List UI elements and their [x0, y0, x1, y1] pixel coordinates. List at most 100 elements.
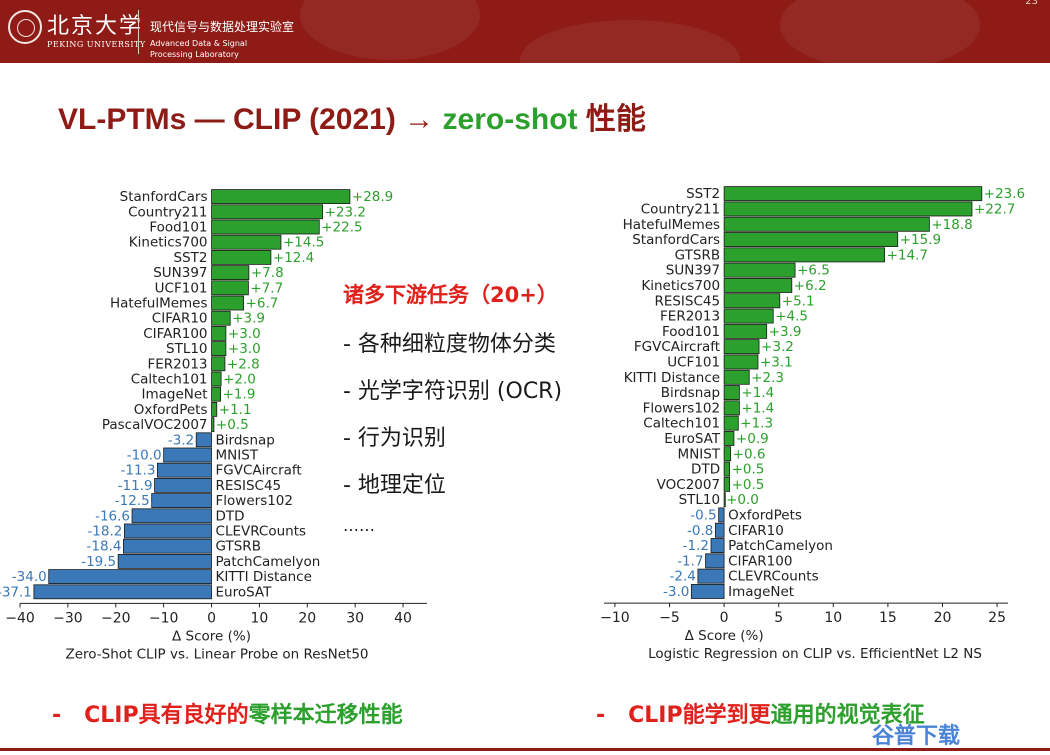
x-axis-label-0: Δ Score (%) — [172, 628, 251, 644]
bar-0-10 — [211, 341, 227, 357]
category-label-0-2: Food101 — [149, 220, 207, 236]
bar-0-17 — [163, 447, 212, 463]
value-label-1-13: +1.4 — [741, 385, 774, 401]
category-label-0-17: MNIST — [216, 448, 259, 464]
bar-1-18 — [723, 461, 730, 477]
bar-1-1 — [723, 201, 973, 217]
value-label-0-12: +2.0 — [223, 372, 256, 388]
bar-0-26 — [33, 584, 212, 600]
bar-1-23 — [710, 538, 725, 554]
value-label-0-9: +3.0 — [228, 326, 261, 342]
value-label-1-19: +0.5 — [732, 477, 765, 493]
title-part-3: 性能 — [577, 103, 646, 136]
value-label-0-25: -34.0 — [12, 569, 47, 585]
slide-header: 北京大学 PEKING UNIVERSITY 现代信号与数据处理实验室 Adva… — [0, 0, 1050, 63]
title-part-1: VL-PTMs — CLIP (2021) → — [58, 103, 443, 136]
bar-0-8 — [211, 310, 231, 326]
value-label-0-21: -16.6 — [95, 508, 130, 524]
bar-0-9 — [211, 325, 227, 341]
x-tick-label-1-1: −5 — [659, 610, 680, 626]
category-label-0-1: Country211 — [128, 204, 207, 220]
x-tick-label-0-1: −30 — [53, 610, 83, 626]
bar-0-2 — [211, 219, 320, 235]
value-label-0-8: +3.9 — [232, 311, 265, 327]
conclusion-left: - CLIP具有良好的零样本迁移性能 — [52, 697, 403, 729]
value-label-1-16: +0.9 — [736, 431, 769, 447]
category-label-0-26: EuroSAT — [216, 584, 273, 600]
category-label-1-21: OxfordPets — [728, 507, 802, 523]
footer-rule — [0, 748, 1050, 751]
category-label-0-8: CIFAR10 — [152, 311, 208, 327]
value-label-1-1: +22.7 — [974, 201, 1015, 217]
category-label-1-11: UCF101 — [667, 354, 720, 370]
x-tick-label-0-3: −10 — [149, 610, 179, 626]
x-tick-label-1-7: 25 — [988, 610, 1006, 626]
category-label-1-8: FER2013 — [660, 309, 720, 325]
category-label-0-0: StanfordCars — [120, 189, 208, 205]
category-label-0-18: FGVCAircraft — [216, 463, 302, 479]
bar-1-26 — [690, 583, 725, 599]
x-tick-label-1-0: −10 — [600, 610, 630, 626]
value-label-1-25: -2.4 — [670, 569, 696, 585]
value-label-1-22: -0.8 — [687, 523, 713, 539]
value-label-1-7: +5.1 — [782, 293, 815, 309]
university-name-en: PEKING UNIVERSITY — [47, 40, 146, 49]
bar-1-7 — [723, 293, 781, 309]
x-tick-label-0-5: 10 — [250, 610, 268, 626]
bar-0-16 — [195, 432, 212, 448]
bar-1-21 — [718, 507, 725, 523]
category-label-0-20: Flowers102 — [216, 493, 293, 509]
bar-1-11 — [723, 354, 759, 370]
bar-1-15 — [723, 415, 739, 431]
value-label-0-11: +2.8 — [227, 356, 260, 372]
task-item-geolocalization: - 地理定位 — [343, 473, 446, 498]
bar-0-24 — [117, 553, 212, 569]
value-label-1-8: +4.5 — [775, 309, 808, 325]
value-label-0-0: +28.9 — [352, 189, 393, 205]
bar-0-21 — [131, 508, 212, 524]
bar-1-10 — [723, 339, 760, 355]
bar-0-7 — [211, 295, 245, 311]
category-label-1-10: FGVCAircraft — [634, 339, 720, 355]
category-label-1-13: Birdsnap — [661, 385, 720, 401]
category-label-1-1: Country211 — [641, 201, 720, 217]
slide-title: VL-PTMs — CLIP (2021) → zero-shot 性能 — [58, 94, 646, 138]
bar-1-19 — [723, 476, 730, 492]
bar-1-2 — [723, 216, 930, 232]
bar-0-4 — [211, 250, 272, 265]
conclusion-left-dash: - — [52, 703, 62, 728]
bar-0-22 — [123, 523, 212, 539]
value-label-0-7: +6.7 — [246, 296, 279, 312]
conclusion-right-red: CLIP能学到更 — [628, 703, 771, 728]
category-label-1-6: Kinetics700 — [641, 278, 720, 294]
bar-1-6 — [723, 278, 793, 293]
bar-0-11 — [211, 356, 226, 372]
bar-0-13 — [211, 386, 222, 402]
category-label-0-16: Birdsnap — [216, 432, 275, 448]
bar-0-14 — [211, 401, 218, 417]
category-label-1-20: STL10 — [679, 492, 721, 508]
x-tick-label-0-0: −40 — [5, 610, 35, 626]
value-label-1-11: +3.1 — [760, 354, 793, 370]
bar-0-6 — [211, 280, 249, 296]
bar-1-13 — [723, 385, 740, 401]
value-label-1-4: +14.7 — [887, 247, 928, 263]
category-label-1-25: CLEVRCounts — [728, 569, 819, 585]
x-tick-label-1-5: 15 — [879, 610, 897, 626]
value-label-1-15: +1.3 — [740, 416, 773, 432]
value-label-1-6: +6.2 — [794, 278, 827, 294]
bar-0-19 — [154, 477, 212, 493]
chart-caption-0: Zero-Shot CLIP vs. Linear Probe on ResNe… — [65, 646, 368, 662]
x-axis-label-1: Δ Score (%) — [685, 628, 764, 644]
value-label-1-9: +3.9 — [769, 324, 802, 340]
category-label-0-24: PatchCamelyon — [216, 554, 321, 570]
task-item-ocr: - 光学字符识别 (OCR) — [343, 379, 563, 404]
task-item-fine-grained: - 各种细粒度物体分类 — [343, 332, 556, 357]
value-label-1-18: +0.5 — [732, 462, 765, 478]
bar-1-12 — [723, 369, 750, 385]
bar-1-5 — [723, 262, 796, 278]
bar-0-23 — [123, 538, 212, 554]
category-label-1-5: SUN397 — [666, 263, 720, 279]
category-label-0-22: CLEVRCounts — [216, 524, 307, 540]
value-label-1-20: +0.0 — [726, 492, 759, 508]
